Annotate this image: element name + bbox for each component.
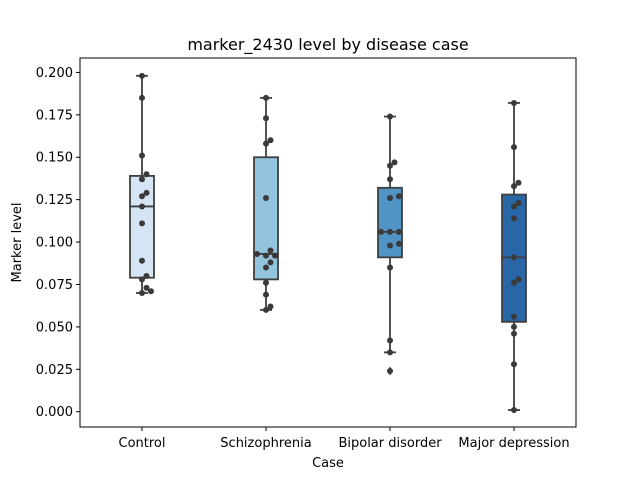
- data-point: [263, 291, 269, 298]
- data-point: [387, 113, 393, 120]
- chart-title: marker_2430 level by disease case: [187, 35, 468, 55]
- data-point: [267, 303, 274, 310]
- data-point: [139, 276, 145, 283]
- data-point: [511, 279, 517, 286]
- data-point: [263, 194, 269, 201]
- data-point: [139, 72, 145, 79]
- x-tick-label: Schizophrenia: [220, 436, 311, 451]
- data-point: [263, 140, 269, 147]
- data-point: [396, 228, 402, 235]
- box-group: [253, 96, 279, 311]
- y-axis: 0.000 0.025 0.050 0.075 0.100 0.125 0.150 0.175…: [36, 66, 80, 420]
- y-tick-label: 0.175: [36, 108, 73, 123]
- data-point: [139, 289, 145, 296]
- x-tick-label: Control: [119, 436, 166, 451]
- y-tick-label: 0.000: [36, 405, 73, 420]
- data-point: [387, 162, 393, 169]
- data-point: [387, 176, 393, 183]
- data-point: [139, 176, 145, 183]
- data-point: [139, 257, 145, 264]
- data-point: [515, 276, 522, 283]
- data-point: [387, 337, 393, 344]
- data-point: [511, 313, 517, 320]
- x-tick-label: Major depression: [458, 436, 569, 451]
- data-point: [511, 407, 517, 414]
- x-tick-label: Bipolar disorder: [338, 436, 442, 451]
- data-point: [139, 152, 145, 159]
- data-point: [378, 228, 384, 235]
- data-point: [267, 247, 274, 254]
- x-axis: Control Schizophrenia Bipolar disorder Majo…: [119, 427, 570, 451]
- data-point: [267, 137, 274, 144]
- data-point: [148, 288, 154, 295]
- data-point: [511, 203, 517, 210]
- data-point: [139, 220, 145, 227]
- data-point: [263, 252, 269, 259]
- data-point: [263, 94, 269, 101]
- data-point: [254, 250, 260, 257]
- x-axis-label: Case: [312, 456, 344, 471]
- data-point: [391, 159, 398, 166]
- data-point: [511, 215, 517, 222]
- data-point: [387, 349, 393, 356]
- y-tick-label: 0.100: [36, 236, 73, 251]
- y-tick-label: 0.150: [36, 151, 73, 166]
- data-point: [511, 183, 517, 190]
- data-point: [511, 254, 517, 261]
- box-iqr: [253, 156, 279, 281]
- data-point: [387, 264, 393, 271]
- data-point: [139, 94, 145, 101]
- data-point: [515, 179, 522, 186]
- data-point: [263, 306, 269, 313]
- data-point: [139, 203, 145, 210]
- data-point: [511, 361, 517, 368]
- y-axis-label: Marker level: [10, 203, 25, 283]
- y-tick-label: 0.075: [36, 278, 73, 293]
- data-point: [267, 259, 274, 266]
- data-point: [396, 240, 402, 247]
- y-tick-label: 0.200: [36, 66, 73, 81]
- y-tick-label: 0.050: [36, 320, 73, 335]
- data-point: [139, 193, 145, 200]
- data-point: [511, 99, 517, 106]
- data-point: [143, 189, 150, 196]
- data-point: [387, 194, 393, 201]
- data-point: [272, 252, 278, 259]
- data-point: [263, 115, 269, 122]
- data-point: [396, 193, 402, 200]
- data-point: [387, 242, 393, 249]
- data-point: [263, 264, 269, 271]
- data-point: [387, 228, 393, 235]
- data-point: [511, 323, 517, 330]
- y-tick-label: 0.025: [36, 363, 73, 378]
- data-point: [511, 330, 517, 337]
- data-point: [263, 279, 269, 286]
- data-point: [515, 200, 522, 207]
- data-point: [143, 171, 150, 178]
- y-tick-label: 0.125: [36, 193, 73, 208]
- data-point: [387, 368, 393, 375]
- plot-marks: [129, 72, 527, 414]
- data-point: [143, 284, 150, 291]
- data-point: [143, 273, 150, 280]
- data-point: [511, 144, 517, 151]
